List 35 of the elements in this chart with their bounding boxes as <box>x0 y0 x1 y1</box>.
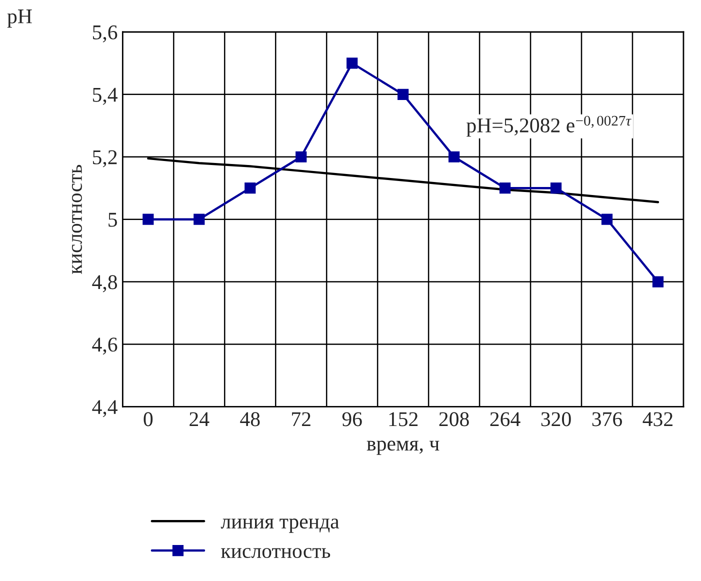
y-axis-title: кислотность <box>72 164 82 274</box>
x-axis-title: время, ч <box>366 440 440 455</box>
y-tick-label: 4,6 <box>92 338 118 355</box>
x-tick-label: 320 <box>541 412 571 426</box>
y-tick-label: 5,4 <box>92 88 118 105</box>
legend-label: линия тренда <box>220 518 340 533</box>
x-tick-label: 432 <box>642 412 672 426</box>
y-tick-label: 5 <box>108 212 117 227</box>
x-tick-label: 72 <box>292 412 310 426</box>
point <box>346 58 358 69</box>
annotation: pH=5,2082 e$^{−0,0027τ}$ <box>466 116 632 137</box>
point <box>142 214 154 225</box>
y-tick-label: 5,2 <box>92 150 117 168</box>
legend-label: кислотность <box>221 548 330 558</box>
y-tick-label: 5,6 <box>92 25 118 42</box>
point <box>550 182 562 194</box>
x-tick-label: 152 <box>389 412 418 426</box>
point <box>194 214 205 225</box>
text: pH <box>7 10 32 28</box>
x-tick-label: 96 <box>342 412 362 426</box>
x-tick-label: 208 <box>439 412 469 426</box>
point <box>601 214 613 225</box>
point <box>244 182 256 194</box>
point <box>398 88 409 100</box>
y-tick-label: 4,4 <box>92 400 118 418</box>
point <box>499 182 511 194</box>
y-tick-label: 4,8 <box>92 275 118 292</box>
point <box>296 151 307 162</box>
x-tick-label: 24 <box>190 412 210 426</box>
point <box>448 151 460 162</box>
x-tick-label: 376 <box>592 412 622 426</box>
x-tick-label: 264 <box>490 412 520 426</box>
x-tick-label: 0 <box>144 412 153 426</box>
point <box>652 276 664 288</box>
x-tick-label: 48 <box>240 412 260 426</box>
